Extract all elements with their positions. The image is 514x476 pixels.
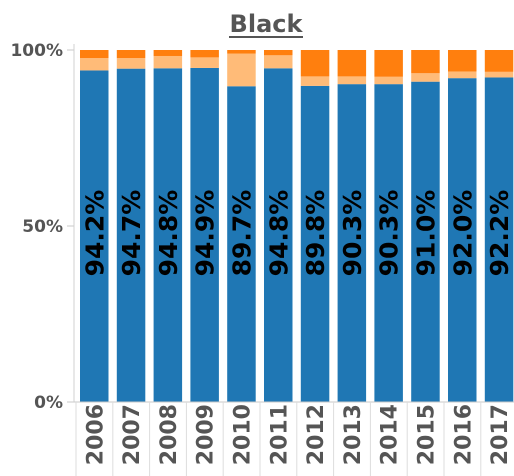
- bar-segment-main: [153, 68, 183, 402]
- bar-segment-main: [484, 77, 514, 403]
- x-tick-label: 2016: [451, 404, 476, 465]
- x-tick-label: 2017: [488, 404, 513, 465]
- bars-layer: [80, 50, 514, 403]
- x-axis: 2006 2007 2008 2009 2010 2011 2012 2013 2014 2015…: [75, 402, 513, 476]
- bar-segment-main: [448, 78, 477, 402]
- bar-segment-main: [116, 68, 146, 402]
- y-tick-label: 100%: [10, 41, 63, 61]
- bar-segment-middle: [227, 53, 256, 87]
- data-label: 94.9%: [191, 190, 220, 277]
- bar-segment-top: [337, 50, 367, 77]
- bar-segment-middle: [337, 76, 367, 85]
- x-tick-label: 2013: [341, 404, 366, 465]
- bar-segment-top: [484, 50, 514, 72]
- x-tick-label: 2008: [157, 404, 182, 465]
- x-tick-label: 2014: [378, 404, 403, 465]
- x-tick-label: 2011: [267, 404, 292, 465]
- bar-segment-main: [264, 68, 293, 402]
- data-label: 92.2%: [485, 190, 514, 277]
- x-tick-label: 2006: [83, 404, 108, 465]
- bar-segment-main: [80, 70, 109, 402]
- x-tick-label: 2007: [120, 404, 145, 465]
- bar-segment-main: [337, 84, 367, 403]
- bar-segment-top: [448, 50, 477, 72]
- data-labels-layer: 94.2% 94.7% 94.8% 94.9% 89.7% 94.8% 89.8% 90.3%…: [80, 190, 514, 277]
- data-label: 90.3%: [375, 190, 404, 277]
- bar-segment-top: [264, 50, 293, 56]
- bar-segment-middle: [153, 55, 183, 69]
- data-label: 90.3%: [338, 190, 367, 277]
- bar-segment-middle: [374, 76, 403, 85]
- data-label: 91.0%: [411, 190, 440, 277]
- bar-segment-top: [227, 50, 256, 54]
- data-label: 92.0%: [448, 190, 477, 277]
- bar-segment-top: [374, 50, 403, 77]
- bar-segment-top: [411, 50, 440, 74]
- x-tick-label: 2015: [414, 404, 439, 465]
- bar-segment-top: [190, 50, 219, 58]
- x-tick-label: 2012: [304, 404, 329, 465]
- bar-segment-main: [190, 67, 219, 403]
- y-tick-label: 0%: [34, 393, 63, 413]
- bar-segment-middle: [484, 71, 514, 78]
- bar-segment-middle: [411, 73, 440, 82]
- data-label: 89.8%: [301, 190, 330, 277]
- data-label: 94.2%: [80, 190, 109, 277]
- bar-segment-top: [116, 50, 146, 59]
- bar-segment-main: [227, 86, 256, 403]
- bar-segment-main: [411, 81, 440, 403]
- bar-segment-middle: [80, 58, 109, 71]
- bar-segment-middle: [190, 57, 219, 68]
- bar-segment-top: [153, 50, 183, 56]
- bar-segment-main: [300, 85, 330, 403]
- data-label: 94.7%: [117, 190, 146, 277]
- y-axis: 0% 50% 100%: [10, 41, 74, 413]
- y-tick-label: 50%: [22, 217, 63, 237]
- chart-title: Black: [230, 10, 304, 38]
- data-label: 89.7%: [227, 190, 256, 277]
- bar-segment-middle: [116, 58, 146, 69]
- bar-segment-middle: [300, 76, 330, 86]
- bar-segment-top: [300, 50, 330, 77]
- x-tick-label: 2010: [230, 404, 255, 465]
- x-tick-label: 2009: [194, 404, 219, 465]
- bar-segment-middle: [264, 55, 293, 69]
- bar-segment-middle: [448, 71, 477, 79]
- bar-segment-main: [374, 84, 403, 403]
- data-label: 94.8%: [264, 190, 293, 277]
- bar-segment-top: [80, 50, 109, 59]
- data-label: 94.8%: [154, 190, 183, 277]
